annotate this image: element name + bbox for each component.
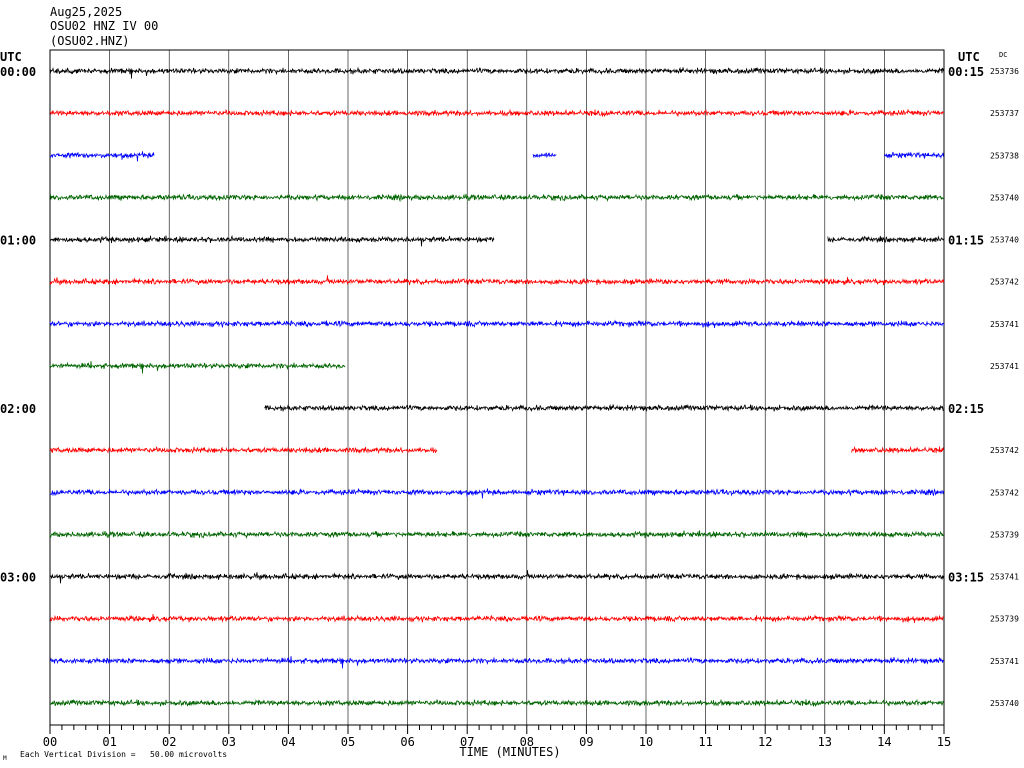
trace-row-7 [49,361,346,374]
x-tick-label: 02 [162,735,176,749]
trace-segment-7-0 [49,361,346,374]
right-time-label: 02:15 [948,402,984,416]
trace-row-14 [49,656,945,669]
trace-segment-6-0 [49,319,945,329]
date-label: Aug25,2025 [50,5,122,19]
trace-segment-2-2 [884,151,945,160]
trace-segment-5-0 [49,275,945,286]
trace-row-10 [49,488,945,499]
dc-value-15: 253740 [990,699,1019,708]
trace-row-2 [49,151,945,162]
trace-segment-10-0 [49,488,945,499]
plot-frame [49,49,945,726]
trace-segment-2-1 [532,152,557,159]
trace-row-9 [49,445,944,455]
dc-value-2: 253738 [990,151,1019,160]
trace-row-0 [49,66,945,79]
trace-row-15 [49,698,945,707]
channel-label: (OSU02.HNZ) [50,34,129,48]
dc-value-12: 253741 [990,573,1019,582]
dc-value-labels: 253736 253737 253738 253740 253740 253742 2537… [990,67,1019,708]
right-time-label: 03:15 [948,571,984,585]
trace-segment-13-0 [49,613,945,623]
scale-note: Each Vertical Division = 50.00 microvolt… [20,750,227,759]
dc-value-9: 253742 [990,446,1019,455]
left-time-label: 01:00 [0,234,36,248]
dc-header-label: DC [999,51,1007,59]
right-utc-label: UTC [958,50,980,64]
trace-segment-2-0 [49,151,155,162]
x-tick-label: 05 [341,735,355,749]
left-time-labels: 00:00 01:00 02:00 03:00 [0,65,36,585]
dc-value-6: 253741 [990,320,1019,329]
x-tick-label: 04 [281,735,295,749]
trace-row-12 [49,570,945,584]
trace-segment-1-0 [49,108,945,118]
trace-segment-4-1 [827,235,945,243]
trace-segment-9-0 [49,446,438,455]
x-tick-label: 01 [102,735,116,749]
dc-value-0: 253736 [990,67,1019,76]
x-tick-label: 12 [758,735,772,749]
x-axis-label: TIME (MINUTES) [459,745,560,759]
trace-segment-12-0 [49,570,945,584]
trace-row-6 [49,319,945,329]
trace-segment-15-0 [49,698,945,707]
dc-value-5: 253742 [990,278,1019,287]
trace-segment-9-1 [851,445,944,454]
station-label: OSU02 HNZ IV 00 [50,19,158,33]
x-tick-label: 10 [639,735,653,749]
trace-row-1 [49,108,945,118]
dc-value-3: 253740 [990,193,1019,202]
trace-row-3 [49,193,945,203]
right-time-label: 01:15 [948,234,984,248]
dc-value-4: 253740 [990,236,1019,245]
trace-segment-14-0 [49,656,945,669]
dc-value-7: 253741 [990,362,1019,371]
trace-segment-11-0 [49,529,945,539]
footnote-marker: M [3,755,7,762]
x-tick-label: 08 [520,735,534,749]
dc-value-11: 253739 [990,530,1019,539]
x-tick-label: 06 [400,735,414,749]
right-time-labels: 00:15 01:15 02:15 03:15 [948,65,984,585]
dc-value-1: 253737 [990,109,1019,118]
trace-segment-3-0 [49,193,945,203]
trace-row-4 [49,234,945,247]
trace-segment-0-0 [49,66,945,79]
x-tick-label: 03 [222,735,236,749]
trace-row-11 [49,529,945,539]
x-tick-label: 11 [698,735,712,749]
trace-segment-8-0 [264,403,944,413]
dc-value-13: 253739 [990,615,1019,624]
x-axis-ticks: 00 01 02 03 04 05 06 07 08 09 10 11 12 13 14 15 [43,725,951,749]
x-tick-label: 15 [937,735,951,749]
x-tick-label: 09 [579,735,593,749]
vertical-gridlines [109,50,885,725]
x-tick-label: 14 [877,735,891,749]
left-time-label: 00:00 [0,65,36,79]
left-utc-label: UTC [0,50,22,64]
x-tick-label: 00 [43,735,57,749]
right-time-label: 00:15 [948,65,984,79]
dc-value-10: 253742 [990,488,1019,497]
x-tick-label: 13 [818,735,832,749]
dc-value-14: 253741 [990,657,1019,666]
x-tick-label: 07 [460,735,474,749]
left-time-label: 02:00 [0,402,36,416]
trace-group [49,66,945,707]
trace-row-8 [264,403,944,413]
trace-row-5 [49,275,945,286]
left-time-label: 03:00 [0,571,36,585]
trace-segment-4-0 [49,234,495,247]
trace-row-13 [49,613,945,623]
